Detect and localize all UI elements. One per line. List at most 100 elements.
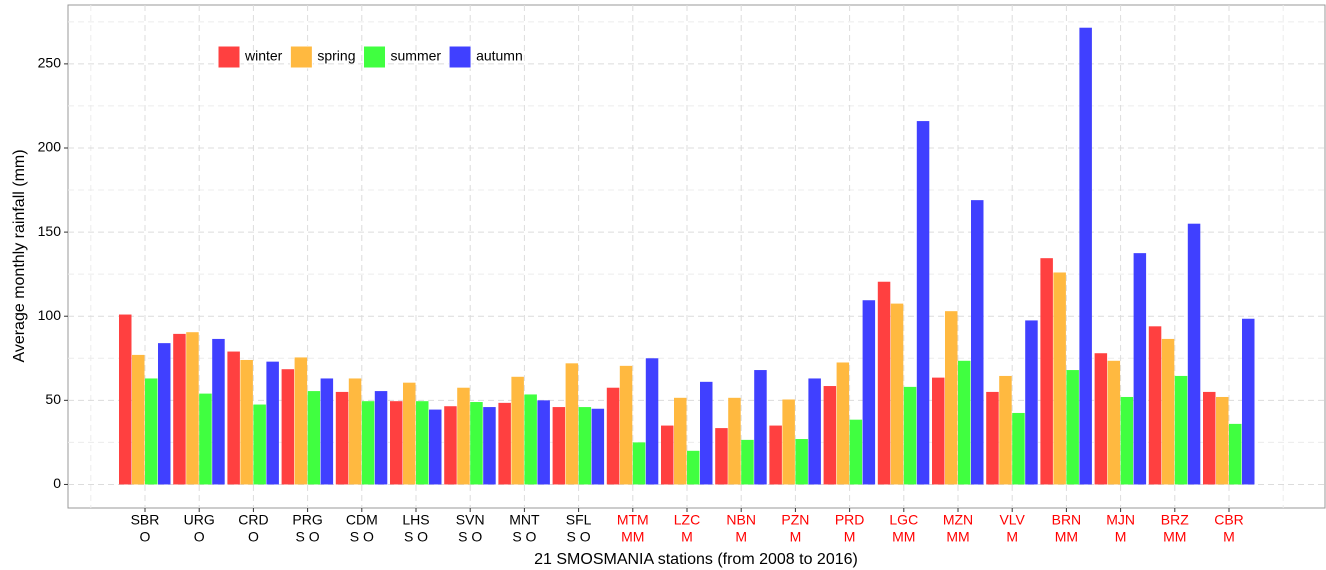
- bar: [606, 387, 620, 485]
- bar: [741, 439, 754, 485]
- bar: [212, 338, 225, 485]
- bar: [429, 409, 442, 485]
- bar: [958, 360, 971, 485]
- legend-label: autumn: [476, 48, 523, 64]
- x-tick-label: BRN: [1052, 512, 1082, 528]
- bar: [294, 357, 308, 485]
- bar: [591, 408, 605, 485]
- y-tick-label: 200: [38, 139, 62, 155]
- bar: [565, 363, 579, 485]
- y-tick-label: 100: [38, 307, 62, 323]
- bar: [1025, 320, 1038, 485]
- x-tick-label: URG: [184, 512, 215, 528]
- bar: [877, 281, 891, 485]
- x-tick-group: MM: [946, 529, 969, 545]
- bar: [307, 391, 321, 485]
- bar: [769, 425, 782, 485]
- bar: [416, 401, 429, 485]
- x-tick-label: MZN: [943, 512, 973, 528]
- bar: [661, 425, 674, 485]
- bar: [158, 343, 171, 485]
- bar: [1148, 326, 1162, 485]
- bar: [1107, 360, 1121, 485]
- bar: [119, 314, 132, 485]
- legend-swatch: [289, 45, 313, 69]
- x-tick-label: LHS: [402, 512, 429, 528]
- bar: [795, 439, 808, 485]
- y-tick-label: 0: [53, 475, 61, 491]
- x-tick-label: MTM: [617, 512, 649, 528]
- x-tick-group: MM: [1055, 529, 1078, 545]
- bar: [645, 358, 659, 485]
- bar: [823, 386, 837, 485]
- bar: [457, 387, 470, 485]
- x-tick-group: S O: [512, 529, 536, 545]
- bar: [754, 370, 767, 485]
- bar: [1094, 353, 1108, 485]
- bar: [687, 450, 700, 485]
- bar: [132, 354, 145, 485]
- bar: [1053, 272, 1066, 485]
- y-tick-label: 150: [38, 223, 62, 239]
- bar: [470, 402, 483, 485]
- x-tick-group: M: [790, 529, 802, 545]
- x-tick-label: CBR: [1214, 512, 1244, 528]
- legend-swatch: [363, 45, 386, 69]
- bar: [361, 401, 375, 485]
- x-tick-label: VLV: [999, 512, 1025, 528]
- x-tick-group: MM: [1163, 529, 1186, 545]
- bar: [728, 397, 741, 485]
- bar: [945, 311, 958, 485]
- bar: [227, 351, 240, 485]
- x-tick-group: O: [140, 529, 151, 545]
- bar: [173, 333, 186, 485]
- x-tick-label: MNT: [509, 512, 540, 528]
- bar: [1216, 396, 1229, 485]
- bar: [320, 378, 334, 485]
- y-tick-label: 250: [38, 55, 62, 71]
- bar: [1229, 423, 1242, 485]
- legend-swatch: [217, 45, 241, 69]
- x-tick-label: PRD: [835, 512, 865, 528]
- bar: [836, 362, 850, 485]
- x-tick-label: SVN: [456, 512, 485, 528]
- bar: [808, 378, 821, 485]
- bar: [932, 377, 945, 485]
- bar: [266, 361, 279, 485]
- bar: [390, 401, 403, 485]
- bar: [199, 393, 212, 485]
- bar: [849, 419, 863, 485]
- x-tick-label: LGC: [889, 512, 918, 528]
- y-tick-label: 50: [45, 391, 61, 407]
- bar: [903, 386, 917, 485]
- y-axis-label: Average monthly rainfall (mm): [11, 149, 28, 362]
- x-tick-group: S O: [296, 529, 320, 545]
- bar: [1203, 391, 1216, 485]
- bar: [715, 428, 728, 485]
- bar: [483, 407, 496, 485]
- bar: [552, 407, 566, 485]
- bar: [537, 400, 550, 485]
- bar: [632, 442, 646, 485]
- bar: [145, 378, 158, 485]
- bar: [986, 391, 999, 485]
- bar: [1040, 258, 1053, 485]
- bar: [511, 376, 524, 485]
- legend-label: winter: [244, 48, 283, 64]
- bar: [619, 365, 633, 485]
- bar: [1012, 412, 1025, 485]
- x-tick-label: PRG: [292, 512, 322, 528]
- bar: [782, 399, 795, 485]
- x-tick-group: O: [194, 529, 205, 545]
- legend-label: spring: [317, 48, 355, 64]
- bar: [971, 200, 984, 485]
- bar: [1120, 396, 1134, 485]
- bar: [999, 375, 1012, 485]
- bar: [444, 406, 457, 485]
- x-tick-label: BRZ: [1161, 512, 1189, 528]
- bar: [335, 391, 349, 485]
- x-tick-group: S O: [458, 529, 482, 545]
- bar: [1174, 375, 1188, 485]
- bar: [281, 369, 295, 485]
